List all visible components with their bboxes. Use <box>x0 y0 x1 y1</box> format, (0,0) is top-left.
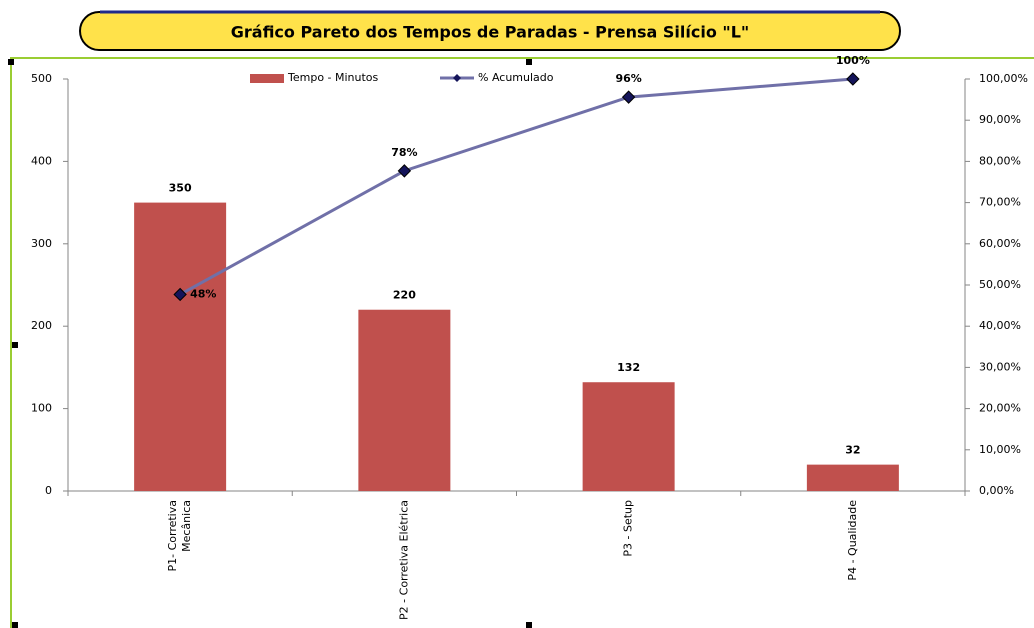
bar <box>358 309 451 491</box>
line-marker <box>173 287 187 302</box>
bar-value-label: 350 <box>169 182 192 195</box>
y-tick-label: 500 <box>31 72 52 85</box>
y2-tick-label: 70,00% <box>979 196 1021 209</box>
y2-tick-label: 30,00% <box>979 360 1021 373</box>
line-marker <box>846 72 860 86</box>
line <box>179 77 853 296</box>
handle <box>12 342 18 348</box>
handle <box>8 59 14 65</box>
y-tick-label: 300 <box>31 237 52 250</box>
line-value-label: 48% <box>190 287 216 300</box>
chart-title: Gráfico Pareto dos Tempos de Paradas - P… <box>231 23 750 42</box>
y2-tick-label: 0,00% <box>979 484 1014 497</box>
line-value-label: 78% <box>391 146 417 159</box>
bar-value-label: 132 <box>617 361 640 374</box>
line-value-label: 100% <box>836 54 870 67</box>
x-tick-label: P1- CorretivaMecânica <box>166 500 193 572</box>
y2-tick-label: 40,00% <box>979 319 1021 332</box>
line-value-label: 96% <box>615 72 641 85</box>
bar <box>806 464 899 491</box>
handle <box>526 622 532 628</box>
bar <box>134 202 227 491</box>
handle <box>12 622 18 628</box>
bar-value-label: 32 <box>845 444 860 457</box>
line-marker <box>621 90 636 104</box>
y-tick-label: 400 <box>31 154 52 167</box>
legend-label: Tempo - Minutos <box>287 71 379 84</box>
y2-tick-label: 100,00% <box>979 72 1028 85</box>
y2-tick-label: 20,00% <box>979 402 1021 415</box>
bar <box>582 382 675 491</box>
y2-tick-label: 60,00% <box>979 237 1021 250</box>
handle <box>526 59 532 65</box>
y-tick-label: 100 <box>31 402 52 415</box>
line-marker <box>397 164 412 178</box>
chart-frame <box>10 57 1034 628</box>
bar-value-label: 220 <box>393 289 416 302</box>
legend-marker <box>453 74 461 82</box>
y-tick-label: 200 <box>31 319 52 332</box>
x-tick-label: P3 - Setup <box>622 500 635 557</box>
x-tick-label: P4 - Qualidade <box>846 500 859 581</box>
legend-swatch <box>250 74 284 83</box>
legend-label: % Acumulado <box>478 71 554 84</box>
y2-tick-label: 50,00% <box>979 278 1021 291</box>
y2-tick-label: 80,00% <box>979 154 1021 167</box>
y2-tick-label: 10,00% <box>979 443 1021 456</box>
y2-tick-label: 90,00% <box>979 113 1021 126</box>
y-tick-label: 0 <box>45 484 52 497</box>
x-tick-label: P2 - Corretiva Elétrica <box>397 500 410 620</box>
